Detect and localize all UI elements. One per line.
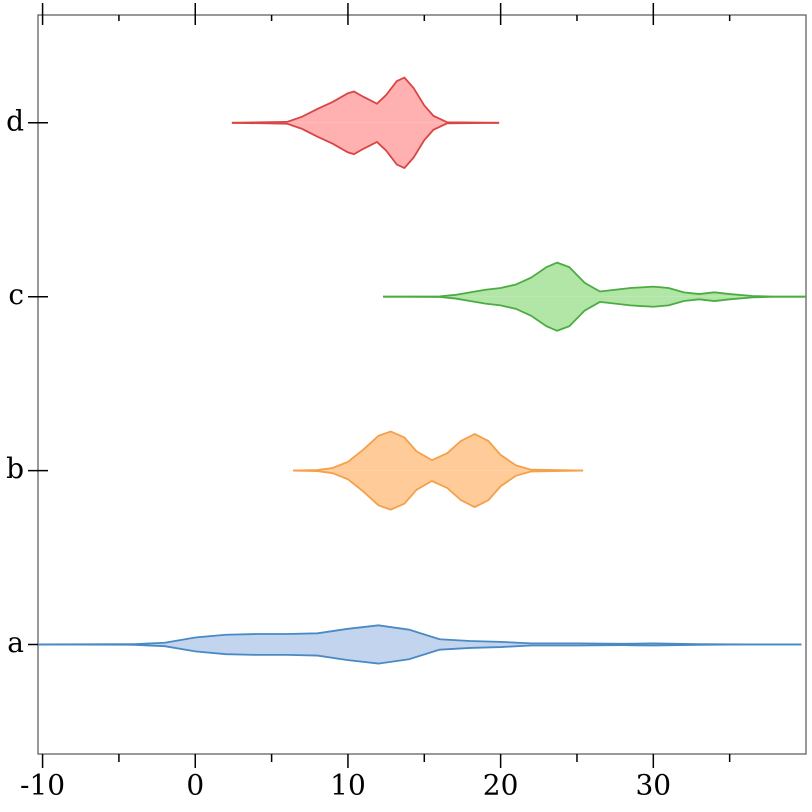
violin-fill	[38, 625, 802, 645]
y-tick-label: a	[7, 626, 24, 659]
x-tick-label: -10	[20, 769, 65, 802]
violin-fill	[383, 262, 806, 297]
x-tick-label: 20	[483, 769, 519, 802]
x-tick-label: 0	[186, 769, 204, 802]
violin-outline	[383, 295, 806, 332]
y-tick-label: d	[6, 104, 24, 137]
violin-fill	[292, 431, 584, 471]
violin-outline	[292, 430, 584, 472]
violin-fill	[292, 470, 584, 510]
violin-outline	[383, 261, 806, 298]
x-tick-label: 30	[635, 769, 671, 802]
violin-outline	[292, 469, 584, 511]
violin-outline	[231, 121, 500, 170]
violin-fill	[38, 644, 802, 664]
violin-outline	[231, 76, 500, 124]
violin-outline	[37, 624, 802, 646]
plot-frame	[37, 14, 807, 755]
y-tick-label: c	[8, 278, 24, 311]
violin-fill	[231, 77, 500, 123]
violin-fill	[231, 122, 500, 169]
violin-outline	[37, 643, 802, 665]
y-tick-label: b	[6, 452, 24, 485]
violin-fill	[383, 296, 806, 331]
x-tick-label: 10	[330, 769, 366, 802]
